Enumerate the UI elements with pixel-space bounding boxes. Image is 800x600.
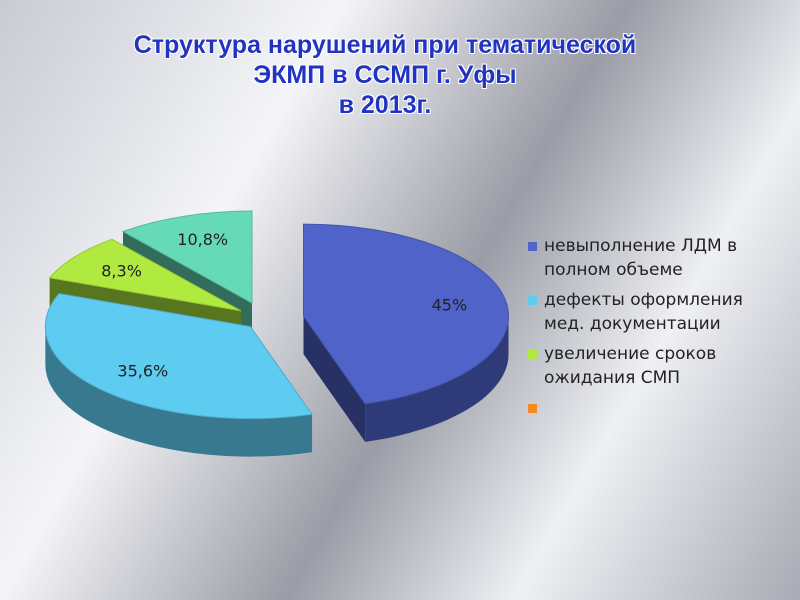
- legend-item: невыполнение ЛДМ в полном объеме: [528, 234, 768, 282]
- slice-cut-face: [303, 316, 366, 442]
- legend: невыполнение ЛДМ в полном объеме дефекты …: [528, 234, 768, 426]
- data-label: 8,3%: [101, 261, 142, 280]
- slice-side: [365, 316, 509, 442]
- slice-group: [44, 293, 313, 457]
- legend-swatch: [528, 296, 537, 305]
- chart-title: Структура нарушений при тематической ЭКМП…: [20, 30, 750, 120]
- slice-group: [303, 223, 510, 442]
- data-label: 45%: [432, 296, 468, 315]
- data-label: 10,8%: [177, 230, 228, 249]
- title-line: ЭКМП в ССМП г. Уфы: [253, 61, 517, 89]
- legend-label: дефекты оформления мед. документации: [544, 290, 743, 334]
- title-line: Структура нарушений при тематической: [133, 31, 637, 59]
- legend-label: невыполнение ЛДМ в полном объеме: [544, 236, 738, 280]
- legend-swatch: [528, 242, 537, 251]
- legend-item: увеличение сроков ожидания СМП: [528, 342, 768, 390]
- pie-slice: [121, 210, 253, 304]
- legend-swatch: [528, 350, 537, 359]
- legend-swatch: [528, 404, 537, 413]
- pie-slice: [303, 223, 510, 405]
- legend-label: увеличение сроков ожидания СМП: [544, 344, 717, 388]
- pie-slice: [44, 293, 313, 420]
- legend-item: дефекты оформления мед. документации: [528, 288, 768, 336]
- legend-item: [528, 396, 768, 420]
- slice-side: [45, 326, 313, 457]
- title-line: в 2013г.: [338, 91, 432, 119]
- data-label: 35,6%: [117, 361, 168, 380]
- pie-slice: [48, 238, 242, 312]
